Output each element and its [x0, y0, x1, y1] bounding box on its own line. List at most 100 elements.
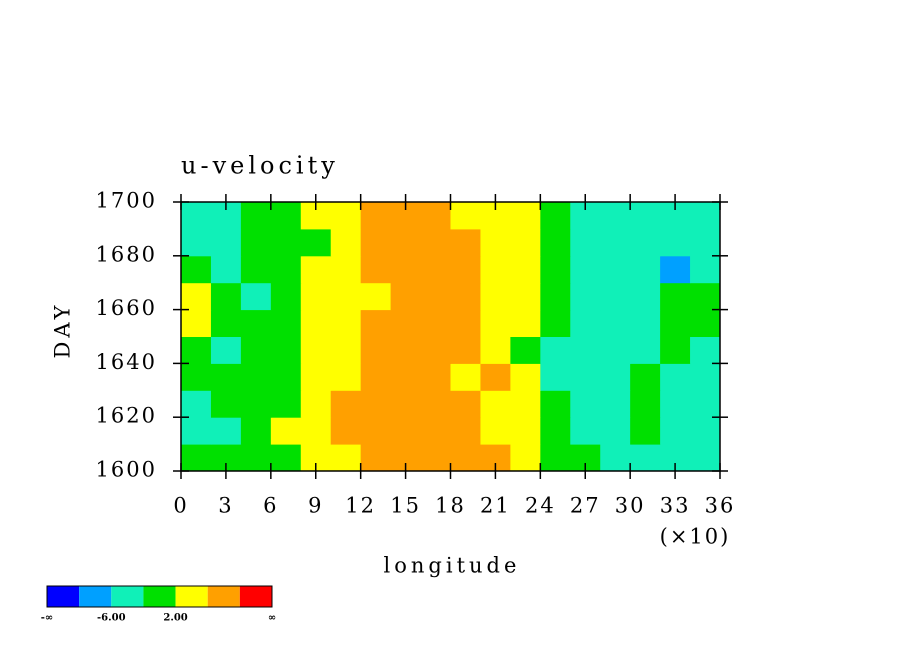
cell [270, 202, 302, 230]
cell [510, 282, 541, 311]
cell [300, 336, 332, 364]
colorbar-label: ∞ [268, 613, 276, 624]
cell [450, 282, 481, 311]
cell [300, 417, 332, 445]
colorbar-swatch [239, 586, 272, 607]
cell [450, 444, 481, 472]
colorbar-swatch [111, 586, 144, 607]
cell [660, 255, 691, 284]
cell [600, 255, 631, 284]
cell [210, 309, 242, 337]
cell [360, 336, 392, 364]
y-tick-label: 1680 [96, 242, 157, 266]
cell [181, 363, 212, 391]
cell [600, 228, 631, 257]
cell [420, 417, 451, 445]
x-tick-label: 18 [435, 494, 466, 518]
cell [690, 202, 721, 230]
cell [540, 228, 571, 257]
colorbar-frame [46, 585, 273, 608]
cell [240, 336, 272, 364]
x-tick-label: 33 [660, 494, 691, 518]
y-tick-label: 1620 [96, 404, 157, 428]
cell [480, 282, 511, 311]
cell [300, 390, 332, 418]
cell [450, 390, 481, 418]
cell [630, 202, 661, 230]
cell [450, 417, 481, 445]
cell [540, 444, 571, 472]
cell [390, 282, 422, 311]
cell [390, 390, 422, 418]
cell [450, 363, 481, 391]
cell [360, 202, 392, 230]
x-tick-label: 21 [480, 494, 511, 518]
cell [690, 228, 721, 257]
cell [390, 255, 422, 284]
cell [480, 228, 511, 257]
cell [420, 282, 451, 311]
cell [210, 363, 242, 391]
x-tick-label: 36 [705, 494, 736, 518]
cell [570, 390, 601, 418]
cell [181, 336, 212, 364]
x-tick-label: 15 [390, 494, 421, 518]
cell [240, 390, 272, 418]
x-tick-label: 30 [615, 494, 646, 518]
cell [300, 282, 332, 311]
cell [630, 309, 661, 337]
cell [630, 390, 661, 418]
x-tick-label: 12 [345, 494, 376, 518]
cell [570, 255, 601, 284]
cell [270, 228, 302, 257]
cell [600, 417, 631, 445]
cell [510, 255, 541, 284]
cell [630, 282, 661, 311]
cell [540, 309, 571, 337]
cell [420, 336, 451, 364]
cell [390, 363, 422, 391]
cell [210, 417, 242, 445]
cell [690, 255, 721, 284]
cell [480, 390, 511, 418]
cell [360, 444, 392, 472]
cell [480, 363, 511, 391]
cell [300, 363, 332, 391]
cell [600, 282, 631, 311]
cell [630, 444, 661, 472]
x-tick-label: 6 [263, 494, 278, 518]
cell [270, 255, 302, 284]
cell [630, 417, 661, 445]
cell [540, 336, 571, 364]
cell [510, 309, 541, 337]
cell [210, 336, 242, 364]
cell [690, 390, 721, 418]
cell [330, 417, 362, 445]
cell [540, 202, 571, 230]
cell [210, 228, 242, 257]
cell [510, 444, 541, 472]
cell [270, 336, 302, 364]
cell [270, 282, 302, 311]
cell [660, 417, 691, 445]
cell [690, 444, 721, 472]
cell [181, 390, 212, 418]
cell [630, 363, 661, 391]
x-tick-label: 27 [570, 494, 601, 518]
cell [570, 228, 601, 257]
cell [210, 282, 242, 311]
y-axis-label: DAY [51, 301, 75, 358]
cell [600, 309, 631, 337]
cell [390, 336, 422, 364]
colorbar-swatch [175, 586, 208, 607]
cell [630, 255, 661, 284]
cell [690, 282, 721, 311]
x-tick-label: 3 [218, 494, 233, 518]
cell [480, 336, 511, 364]
y-tick-label: 1600 [96, 458, 157, 482]
cell [450, 255, 481, 284]
colorbar-swatch [79, 586, 112, 607]
cell [690, 336, 721, 364]
x-tick-label: 24 [525, 494, 556, 518]
